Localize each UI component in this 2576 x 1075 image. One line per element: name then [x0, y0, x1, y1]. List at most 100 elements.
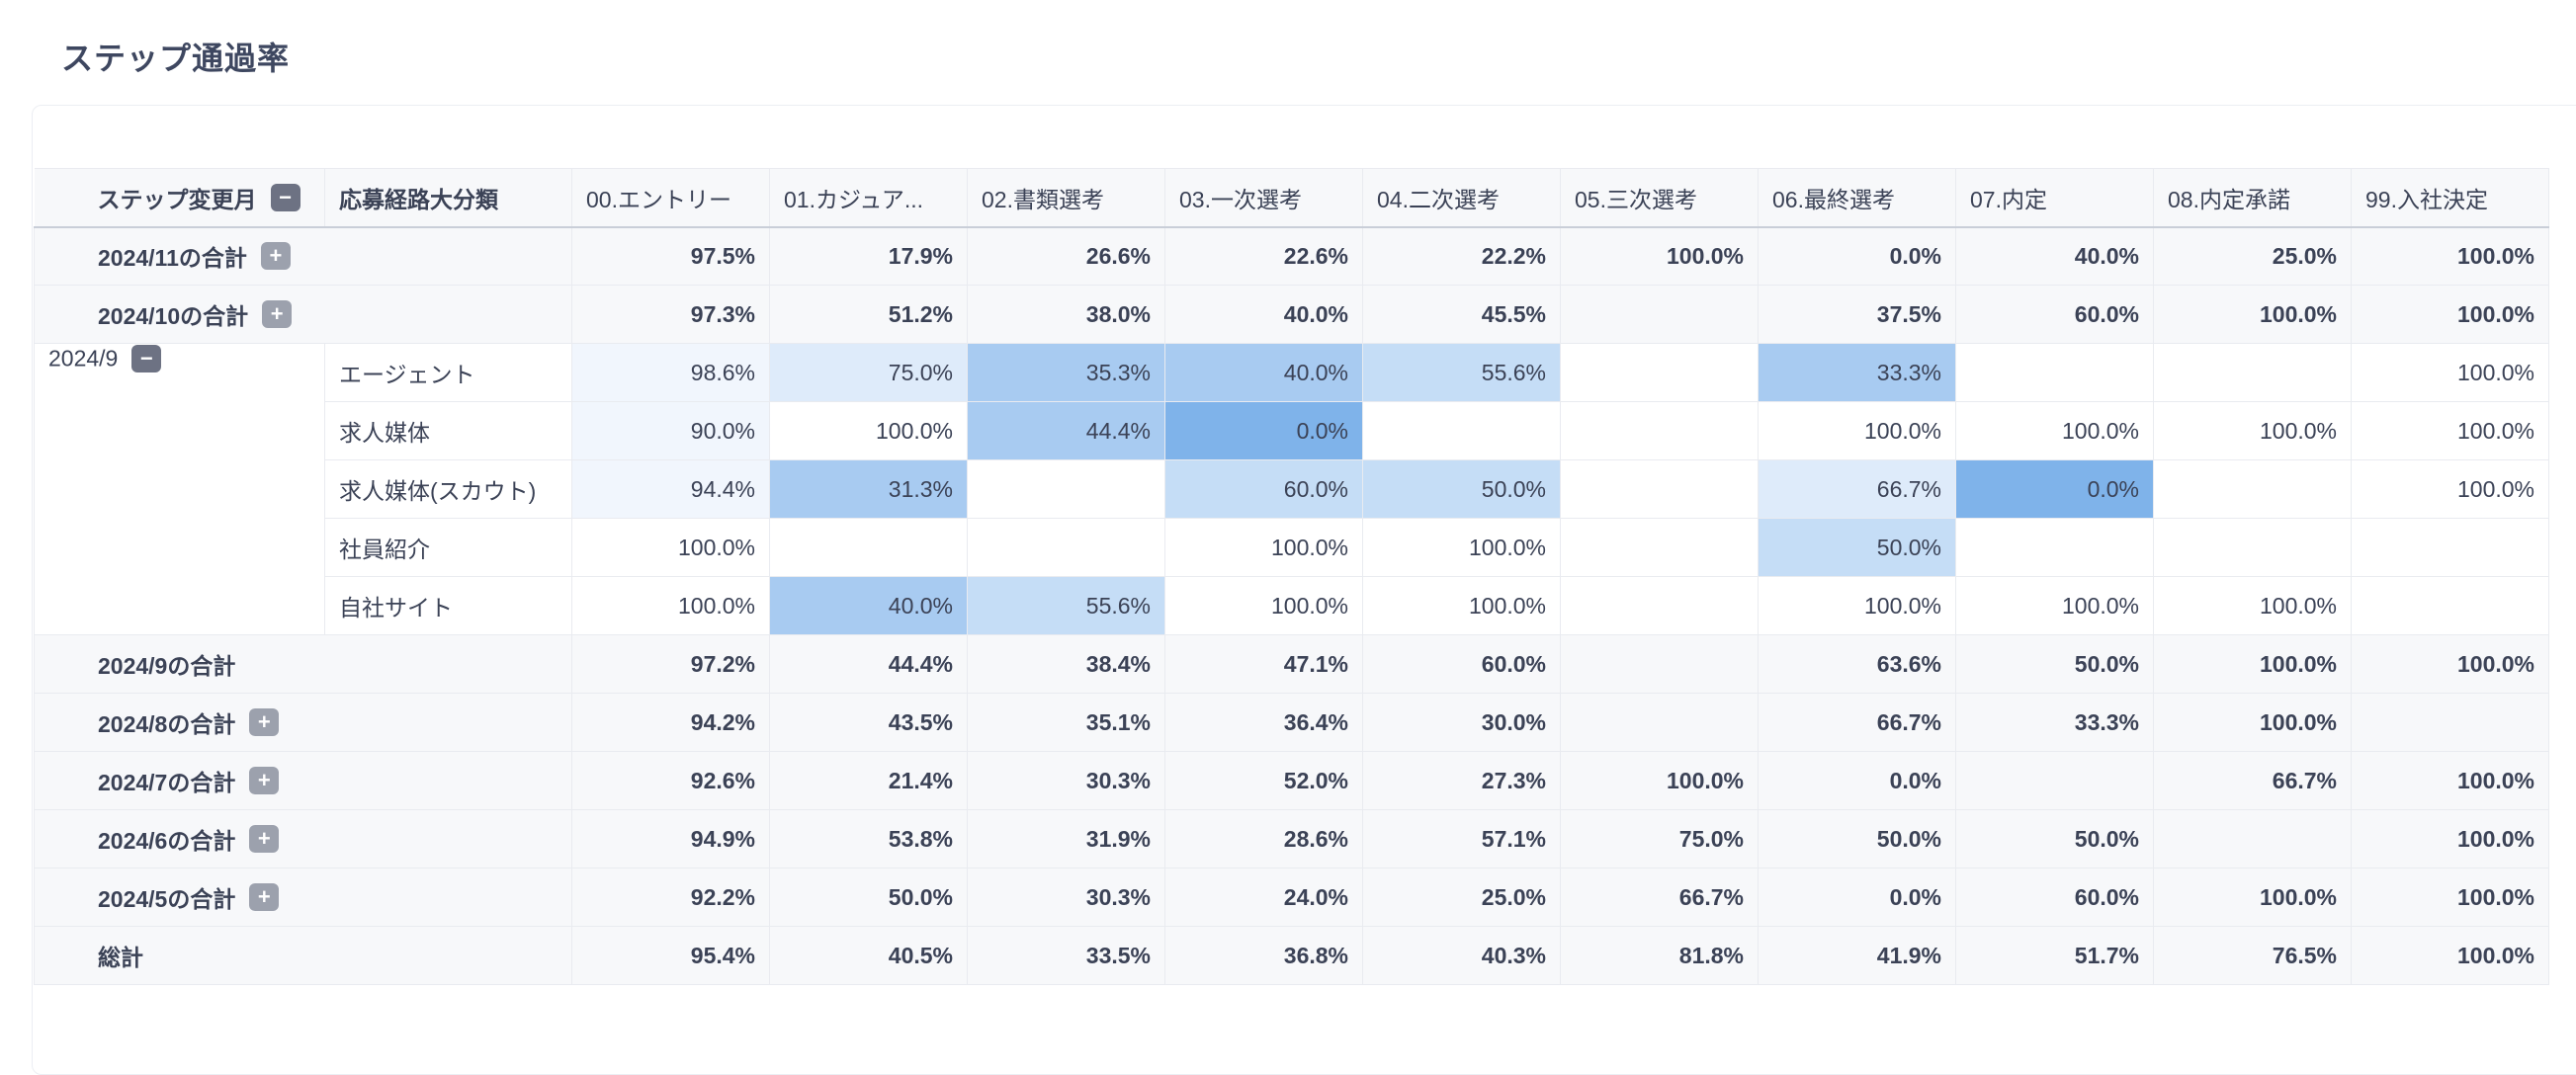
month-total-label: 2024/5の合計: [98, 886, 236, 912]
value-cell: 100.0%: [1758, 576, 1956, 635]
value-cell: 97.3%: [571, 285, 770, 344]
value-cell: 40.0%: [1164, 285, 1363, 344]
expand-month-button[interactable]: +: [249, 708, 280, 736]
value-cell: 98.6%: [571, 343, 770, 402]
month-total-label-cell: 2024/5の合計 +: [34, 868, 572, 927]
value-cell: [1955, 343, 2154, 402]
value-cell: [2153, 343, 2352, 402]
value-cell: 30.3%: [967, 751, 1165, 810]
value-cell: [1955, 751, 2154, 810]
value-cell: 97.2%: [571, 634, 770, 694]
month-total-label: 2024/7の合計: [98, 770, 236, 795]
value-cell: 33.3%: [1758, 343, 1956, 402]
value-cell: 40.0%: [1164, 343, 1363, 402]
value-cell: [1560, 576, 1759, 635]
value-cell: 76.5%: [2153, 926, 2352, 985]
value-cell: [1955, 518, 2154, 577]
step-header: 05.三次選考: [1560, 168, 1759, 228]
value-cell: 90.0%: [571, 401, 770, 460]
value-cell: [1560, 401, 1759, 460]
month-total-label-cell: 総計: [34, 926, 572, 985]
route-row: 求人媒体 90.0% 100.0% 44.4% 0.0% 100.0% 100.0% 100.…: [35, 401, 2549, 460]
value-cell: 66.7%: [2153, 751, 2352, 810]
step-header: 07.内定: [1955, 168, 2154, 228]
value-cell: 92.6%: [571, 751, 770, 810]
value-cell: 21.4%: [769, 751, 968, 810]
value-cell: 55.6%: [1362, 343, 1561, 402]
value-cell: 38.4%: [967, 634, 1165, 694]
month-total-label: 2024/6の合計: [98, 828, 236, 854]
value-cell: 40.0%: [769, 576, 968, 635]
value-cell: 100.0%: [2351, 226, 2549, 286]
value-cell: [2351, 518, 2549, 577]
value-cell: 50.0%: [1758, 809, 1956, 868]
value-cell: 50.0%: [1362, 459, 1561, 519]
value-cell: 0.0%: [1758, 226, 1956, 286]
value-cell: 0.0%: [1758, 868, 1956, 927]
value-cell: 66.7%: [1560, 868, 1759, 927]
route-label: 求人媒体(スカウト): [324, 459, 572, 519]
value-cell: 100.0%: [1164, 576, 1363, 635]
value-cell: 28.6%: [1164, 809, 1363, 868]
value-cell: 66.7%: [1758, 459, 1956, 519]
value-cell: [1560, 459, 1759, 519]
value-cell: 100.0%: [2351, 285, 2549, 344]
value-cell: 33.5%: [967, 926, 1165, 985]
collapse-month-button[interactable]: −: [131, 344, 162, 372]
month-total-label: 2024/9の合計: [98, 653, 236, 679]
route-label: 求人媒体: [324, 401, 572, 460]
step-header: 03.一次選考: [1164, 168, 1363, 228]
value-cell: 100.0%: [1362, 518, 1561, 577]
value-cell: 94.9%: [571, 809, 770, 868]
route-label: エージェント: [324, 343, 572, 402]
value-cell: 100.0%: [1955, 401, 2154, 460]
expand-month-button[interactable]: +: [249, 883, 280, 911]
expand-month-button[interactable]: +: [249, 767, 280, 794]
month-total-label-cell: 2024/11の合計 +: [34, 226, 572, 286]
collapse-all-button[interactable]: −: [270, 183, 301, 211]
step-header: 01.カジュア...: [769, 168, 968, 228]
value-cell: 43.5%: [769, 693, 968, 752]
value-cell: [1560, 634, 1759, 694]
grand-total-row: 総計 95.4% 40.5% 33.5% 36.8% 40.3% 81.8% 41.9% 51.…: [34, 926, 2549, 985]
month-total-row: 2024/6の合計 +94.9% 53.8% 31.9% 28.6% 57.1% 75.0%…: [34, 809, 2549, 868]
expand-month-button[interactable]: +: [260, 242, 291, 271]
value-cell: [1560, 693, 1759, 752]
value-cell: 60.0%: [1164, 459, 1363, 519]
value-cell: 30.3%: [967, 868, 1165, 927]
value-cell: 50.0%: [1758, 518, 1956, 577]
value-cell: 45.5%: [1362, 285, 1561, 344]
value-cell: 22.2%: [1362, 226, 1561, 286]
month-column-label: ステップ変更月: [97, 186, 257, 212]
route-label: 社員紹介: [324, 518, 572, 577]
value-cell: [2351, 576, 2549, 635]
value-cell: [1560, 518, 1759, 577]
step-header: 99.入社決定: [2351, 168, 2549, 228]
expanded-month-cell: 2024/9−: [34, 343, 325, 635]
value-cell: 100.0%: [2351, 343, 2549, 402]
value-cell: 100.0%: [2351, 809, 2549, 868]
route-row: 自社サイト 100.0% 40.0% 55.6% 100.0% 100.0% 100.0% 1…: [35, 576, 2549, 635]
value-cell: 53.8%: [769, 809, 968, 868]
value-cell: 44.4%: [769, 634, 968, 694]
value-cell: 100.0%: [2153, 693, 2352, 752]
expand-month-button[interactable]: +: [249, 825, 280, 853]
page-title: ステップ通過率: [61, 41, 291, 76]
value-cell: [2153, 518, 2352, 577]
value-cell: [769, 518, 968, 577]
route-row: 2024/9− エージェント 98.6% 75.0% 35.3% 40.0% 55.6% 33…: [34, 343, 2549, 635]
expand-month-button[interactable]: +: [262, 300, 293, 328]
month-total-label: 2024/8の合計: [98, 711, 236, 737]
value-cell: 100.0%: [571, 576, 770, 635]
value-cell: 95.4%: [571, 926, 770, 985]
value-cell: 100.0%: [2351, 459, 2549, 519]
value-cell: 100.0%: [769, 401, 968, 460]
value-cell: 100.0%: [2351, 401, 2549, 460]
value-cell: 27.3%: [1362, 751, 1561, 810]
value-cell: [967, 459, 1165, 519]
value-cell: 51.7%: [1955, 926, 2154, 985]
month-total-row: 2024/11の合計 +97.5% 17.9% 26.6% 22.6% 22.2% 100.…: [34, 226, 2549, 286]
value-cell: 100.0%: [1362, 576, 1561, 635]
month-total-label-cell: 2024/7の合計 +: [34, 751, 572, 810]
value-cell: [1362, 401, 1561, 460]
